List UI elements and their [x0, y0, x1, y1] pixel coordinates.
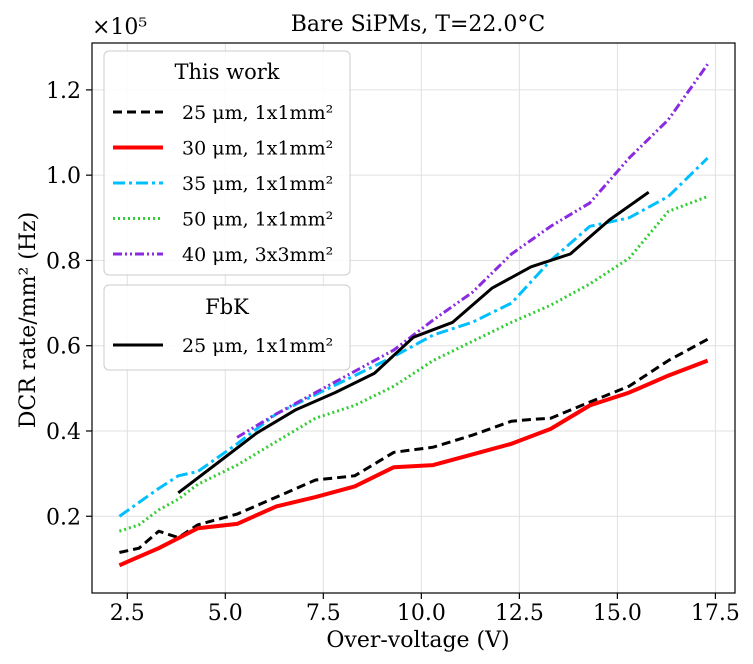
plot-frame — [91, 42, 736, 594]
x-tick-label: 2.5 — [110, 601, 145, 626]
legend-box — [103, 50, 351, 276]
x-tick-label: 10.0 — [397, 601, 446, 626]
series-line-3 — [118, 195, 709, 533]
y-tick-label: 0.8 — [46, 249, 81, 274]
series-line-0 — [119, 337, 709, 554]
x-axis-title: Over-voltage (V) — [326, 628, 509, 653]
legend-label: 25 μm, 1x1mm² — [182, 335, 333, 357]
series-layer — [118, 63, 709, 568]
legend-box — [103, 284, 351, 371]
legend-label: 35 μm, 1x1mm² — [182, 173, 333, 195]
y-tick-label: 0.4 — [46, 420, 81, 445]
legend-title: This work — [174, 60, 279, 84]
y-tick-label: 1.0 — [46, 164, 81, 189]
legend-label: 50 μm, 1x1mm² — [182, 209, 333, 231]
y-tick-label: 1.2 — [46, 79, 81, 104]
x-tick-label: 15.0 — [593, 601, 642, 626]
x-tick-label: 5.0 — [208, 601, 243, 626]
y-multiplier: ×10⁵ — [92, 15, 147, 40]
tick-layer: 2.5 5.0 7.5 10.0 12.5 15.0 17.5 0.2 0.4 0.6 0.8 1.0… — [46, 79, 740, 626]
x-tick-label: 17.5 — [691, 601, 740, 626]
legend: This work 25 μm, 1x1mm² 30 μm, 1x1mm² 35 μm… — [103, 50, 351, 371]
y-tick-label: 0.6 — [46, 335, 81, 360]
x-tick-label: 12.5 — [495, 601, 544, 626]
y-tick-label: 0.2 — [46, 505, 81, 530]
series-line-4 — [236, 63, 709, 439]
legend-title: FbK — [205, 295, 249, 319]
legend-label: 25 μm, 1x1mm² — [182, 102, 333, 124]
x-tick-label: 7.5 — [306, 601, 341, 626]
series-line-1 — [118, 358, 709, 568]
legend-label: 40 μm, 3x3mm² — [182, 244, 333, 266]
chart-title: Bare SiPMs, T=22.0°C — [291, 12, 545, 37]
series-line-5 — [177, 190, 650, 494]
y-axis-title: DCR rate/mm² (Hz) — [16, 212, 41, 428]
legend-label: 30 μm, 1x1mm² — [182, 138, 333, 160]
